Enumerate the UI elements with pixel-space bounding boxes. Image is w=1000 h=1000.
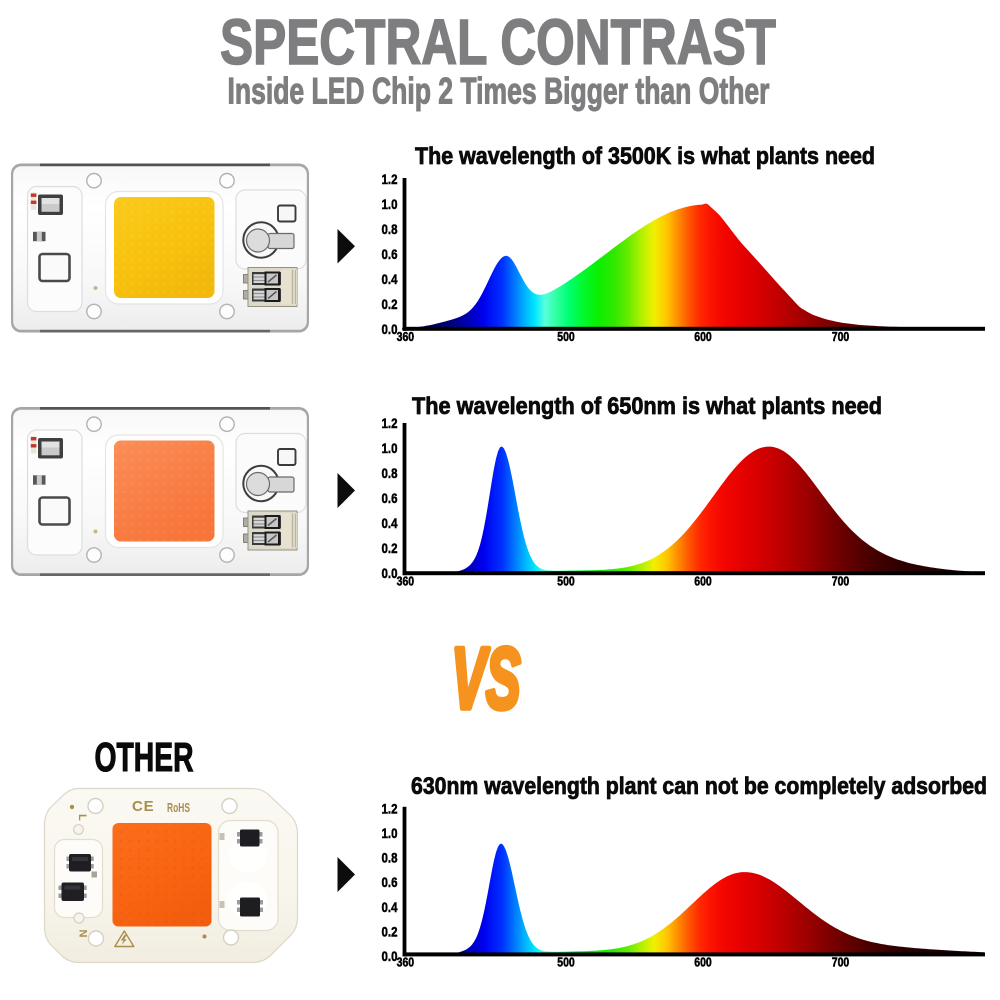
svg-text:VS: VS: [452, 631, 521, 727]
svg-text:500: 500: [557, 330, 575, 344]
svg-text:0.4: 0.4: [382, 271, 398, 287]
svg-text:1.2: 1.2: [382, 415, 398, 431]
svg-text:1.0: 1.0: [382, 196, 398, 212]
svg-text:0.0: 0.0: [382, 565, 398, 581]
svg-text:0.4: 0.4: [382, 515, 398, 531]
svg-text:SPECTRAL CONTRAST: SPECTRAL CONTRAST: [220, 6, 776, 78]
svg-text:RoHS: RoHS: [167, 801, 190, 815]
svg-text:0.6: 0.6: [382, 246, 398, 262]
svg-text:CE: CE: [132, 798, 154, 815]
svg-text:0.8: 0.8: [382, 221, 398, 237]
svg-text:600: 600: [694, 575, 712, 589]
svg-text:630nm wavelength plant can not: 630nm wavelength plant can not be comple…: [411, 773, 987, 800]
svg-text:0.4: 0.4: [382, 899, 398, 915]
svg-text:360: 360: [397, 956, 415, 970]
svg-text:600: 600: [694, 956, 712, 970]
svg-text:0.6: 0.6: [382, 874, 398, 890]
svg-text:0.8: 0.8: [382, 465, 398, 481]
svg-text:600: 600: [694, 330, 712, 344]
svg-text:1.0: 1.0: [382, 440, 398, 456]
svg-text:700: 700: [832, 956, 850, 970]
svg-text:0.0: 0.0: [382, 948, 398, 964]
svg-text:360: 360: [397, 330, 415, 344]
svg-text:0.8: 0.8: [382, 850, 398, 866]
svg-text:1.2: 1.2: [382, 800, 398, 816]
svg-text:0.2: 0.2: [382, 923, 398, 939]
svg-text:L: L: [76, 814, 88, 821]
svg-text:OTHER: OTHER: [95, 734, 194, 780]
svg-text:700: 700: [832, 330, 850, 344]
svg-text:0.2: 0.2: [382, 296, 398, 312]
svg-text:700: 700: [832, 575, 850, 589]
svg-text:0.0: 0.0: [382, 321, 398, 337]
svg-text:The wavelength of 3500K is wha: The wavelength of 3500K is what plants n…: [415, 143, 875, 170]
svg-text:The wavelength of 650nm is wha: The wavelength of 650nm is what plants n…: [412, 393, 882, 420]
svg-text:0.2: 0.2: [382, 540, 398, 556]
svg-text:N: N: [77, 930, 89, 938]
svg-text:Inside LED Chip 2 Times Bigger: Inside LED Chip 2 Times Bigger than Othe…: [228, 71, 770, 112]
svg-text:500: 500: [557, 956, 575, 970]
svg-text:1.2: 1.2: [382, 171, 398, 187]
svg-text:0.6: 0.6: [382, 490, 398, 506]
svg-text:500: 500: [557, 575, 575, 589]
svg-text:360: 360: [397, 575, 415, 589]
svg-text:1.0: 1.0: [382, 825, 398, 841]
